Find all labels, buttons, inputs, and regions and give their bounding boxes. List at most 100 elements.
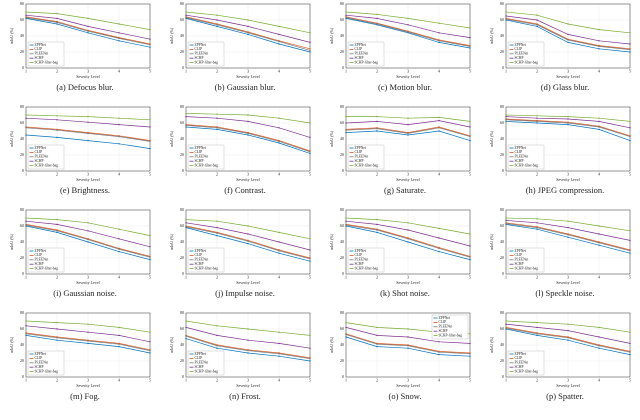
point — [149, 126, 151, 128]
legend-label: PLEENet — [515, 155, 529, 159]
point — [598, 128, 600, 131]
point — [25, 117, 27, 119]
y-tick-label: 40 — [500, 239, 504, 244]
point — [185, 337, 187, 340]
x-tick-label: 1 — [505, 274, 507, 279]
legend-box — [347, 247, 385, 273]
legend-label: ZPPNet — [515, 146, 526, 150]
point — [376, 130, 378, 132]
y-axis-label: mIoU (%) — [9, 233, 14, 250]
point — [25, 334, 27, 337]
point — [536, 321, 538, 324]
legend-box — [187, 144, 225, 170]
point — [87, 340, 89, 342]
y-tick-label: 60 — [500, 326, 504, 331]
point — [25, 224, 27, 226]
point — [185, 218, 187, 221]
point — [629, 48, 631, 51]
legend-label: PLEENet — [515, 361, 529, 365]
point — [407, 347, 409, 349]
point — [56, 231, 58, 234]
legend-label: SCHP — [515, 262, 524, 266]
y-tick-label: 20 — [20, 255, 24, 260]
legend-label: ZPPNet — [195, 43, 206, 47]
point — [598, 225, 600, 227]
y-tick-label: 40 — [340, 136, 344, 141]
y-axis-label: mIoU (%) — [489, 336, 494, 353]
y-tick-label: 0 — [182, 271, 184, 276]
point — [149, 140, 151, 143]
point — [309, 41, 311, 44]
x-tick-label: 3 — [407, 68, 409, 73]
subplot: 0 20 40 60 80 1 2 3 4 5 Severity Level mIoU (%) ZPPN… — [169, 310, 311, 401]
y-tick-label: 20 — [500, 49, 504, 54]
point — [185, 112, 187, 115]
point — [185, 14, 187, 16]
point — [505, 11, 507, 13]
point — [567, 236, 569, 238]
point — [376, 17, 378, 20]
x-axis-label: Severity Level — [76, 177, 100, 182]
point — [149, 349, 151, 352]
point — [149, 352, 151, 354]
point — [185, 11, 187, 13]
point — [247, 120, 249, 123]
x-tick-label: 5 — [469, 171, 471, 176]
legend-label: CLIP — [515, 356, 523, 360]
legend-label: PLEENet — [195, 258, 209, 262]
y-tick-label: 20 — [340, 358, 344, 363]
point — [536, 226, 538, 229]
point — [629, 239, 631, 242]
y-tick-label: 0 — [342, 168, 344, 173]
legend-label: PLEENet — [355, 52, 369, 56]
point — [345, 14, 347, 16]
point — [505, 323, 507, 325]
point — [407, 238, 409, 240]
legend-label: SCHP — [195, 262, 204, 266]
y-tick-label: 80 — [340, 1, 344, 6]
caption: (e) Brightness. — [60, 185, 110, 195]
legend-label: ZPPNet — [195, 146, 206, 150]
point — [345, 129, 347, 131]
point — [376, 23, 378, 25]
y-tick-label: 0 — [22, 271, 24, 276]
point — [87, 323, 89, 325]
plot-frame — [185, 312, 311, 378]
point — [469, 27, 471, 29]
point — [376, 223, 378, 226]
subplot: 0 20 40 60 80 1 2 3 4 5 Severity Level mIoU (%) ZPPN… — [489, 104, 631, 195]
point — [536, 120, 538, 123]
point — [56, 23, 58, 25]
legend-label: PLEENet — [355, 258, 369, 262]
y-tick-label: 80 — [500, 310, 504, 315]
point — [149, 234, 151, 237]
point — [469, 353, 471, 355]
point — [407, 345, 409, 347]
point — [216, 14, 218, 16]
point — [629, 331, 631, 333]
y-tick-label: 80 — [340, 310, 344, 315]
point — [376, 334, 378, 337]
point — [216, 345, 218, 347]
point — [118, 123, 120, 126]
x-tick-label: 4 — [598, 274, 600, 279]
caption: (a) Defocus blur. — [56, 82, 113, 92]
point — [438, 250, 440, 253]
point — [598, 40, 600, 42]
x-tick-label: 1 — [25, 274, 27, 279]
y-tick-label: 60 — [340, 17, 344, 22]
y-axis-label: mIoU (%) — [329, 336, 334, 353]
point — [56, 17, 58, 20]
legend-label: SCHP-filter-bag — [355, 266, 379, 270]
point — [118, 345, 120, 348]
y-tick-label: 80 — [180, 207, 184, 212]
point — [56, 129, 58, 131]
point — [469, 126, 471, 128]
point — [309, 357, 311, 360]
point — [216, 19, 218, 21]
y-axis-label: mIoU (%) — [9, 27, 14, 44]
point — [87, 241, 89, 243]
point — [149, 28, 151, 31]
legend-label: CLIP — [355, 253, 363, 257]
point — [438, 127, 440, 129]
